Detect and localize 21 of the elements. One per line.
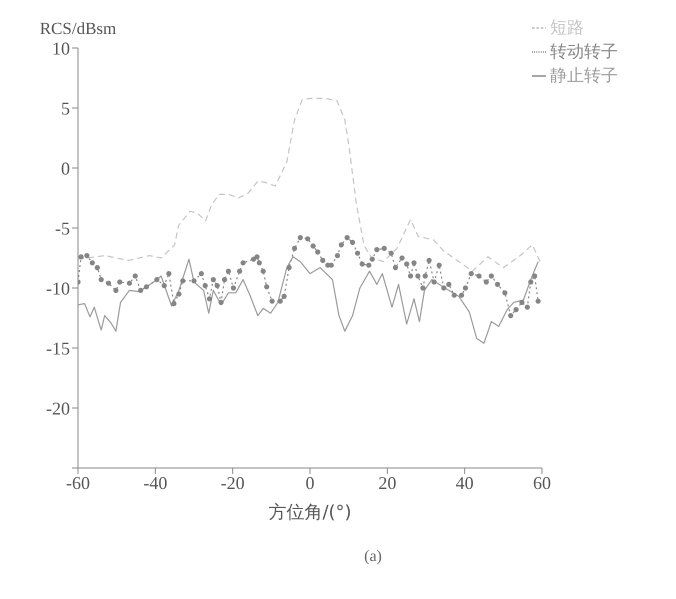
x-tick-label: 0	[306, 472, 314, 493]
legend-label: 静止转子	[550, 66, 618, 86]
y-tick-label: 5	[61, 98, 70, 118]
y-tick-label: -15	[46, 338, 70, 358]
x-tick-label: -40	[143, 472, 168, 493]
x-tick-label: -20	[220, 472, 245, 493]
x-tick-label: -60	[66, 472, 90, 493]
y-axis-title: RCS/dBsm	[40, 19, 116, 38]
y-tick-label: 10	[52, 38, 70, 58]
x-tick-label: 20	[378, 472, 396, 493]
y-tick-label: -10	[46, 278, 70, 298]
x-axis-title: 方位角/(°)	[268, 502, 352, 523]
legend-label: 转动转子	[550, 42, 618, 62]
legend-label: 短路	[550, 18, 584, 38]
text: (a)	[363, 548, 383, 566]
y-tick-label: -20	[46, 398, 70, 418]
x-tick-label: 40	[456, 472, 474, 493]
x-tick-label: 60	[533, 472, 551, 493]
line-series	[78, 256, 539, 344]
y-tick-label: 0	[61, 158, 70, 178]
y-tick-label: -5	[55, 218, 70, 238]
